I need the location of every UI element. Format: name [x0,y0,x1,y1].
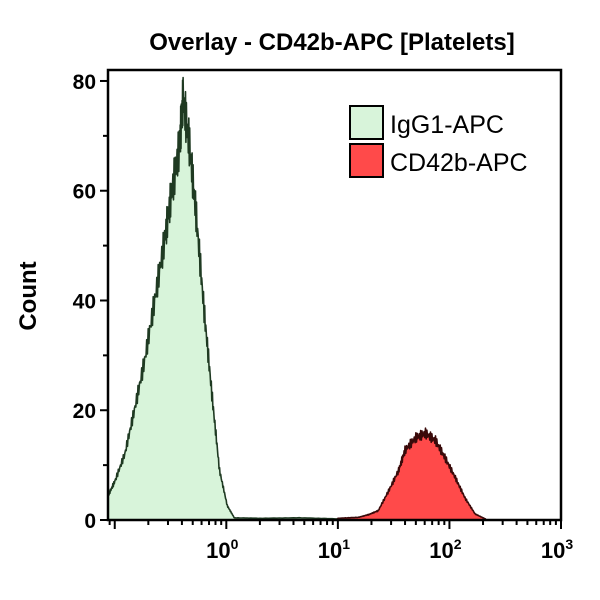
x-tick-label: 103 [541,536,573,563]
legend-label: IgG1-APC [390,111,504,139]
legend-swatch [349,143,384,178]
legend-label: CD42b-APC [390,149,528,177]
x-tick-label: 102 [429,536,461,563]
y-tick-label: 0 [84,510,96,533]
series-igg1-apc [107,76,339,521]
x-tick-label: 101 [318,536,350,563]
y-tick-label: 40 [73,290,96,313]
y-tick-label: 20 [73,400,96,423]
y-axis-label: Count [15,261,42,330]
series-layer [107,76,487,521]
legend-swatch [349,105,384,140]
series-cd42b-apc [337,427,487,521]
x-tick-label: 100 [206,536,238,563]
chart-title: Overlay - CD42b-APC [Platelets] [149,29,514,56]
y-tick-label: 60 [73,181,96,204]
y-tick-label: 80 [73,71,96,94]
legend: IgG1-APC CD42b-APC [349,105,528,178]
axes-layer: 0 20 40 60 80 100 101 102 103 [73,68,573,563]
